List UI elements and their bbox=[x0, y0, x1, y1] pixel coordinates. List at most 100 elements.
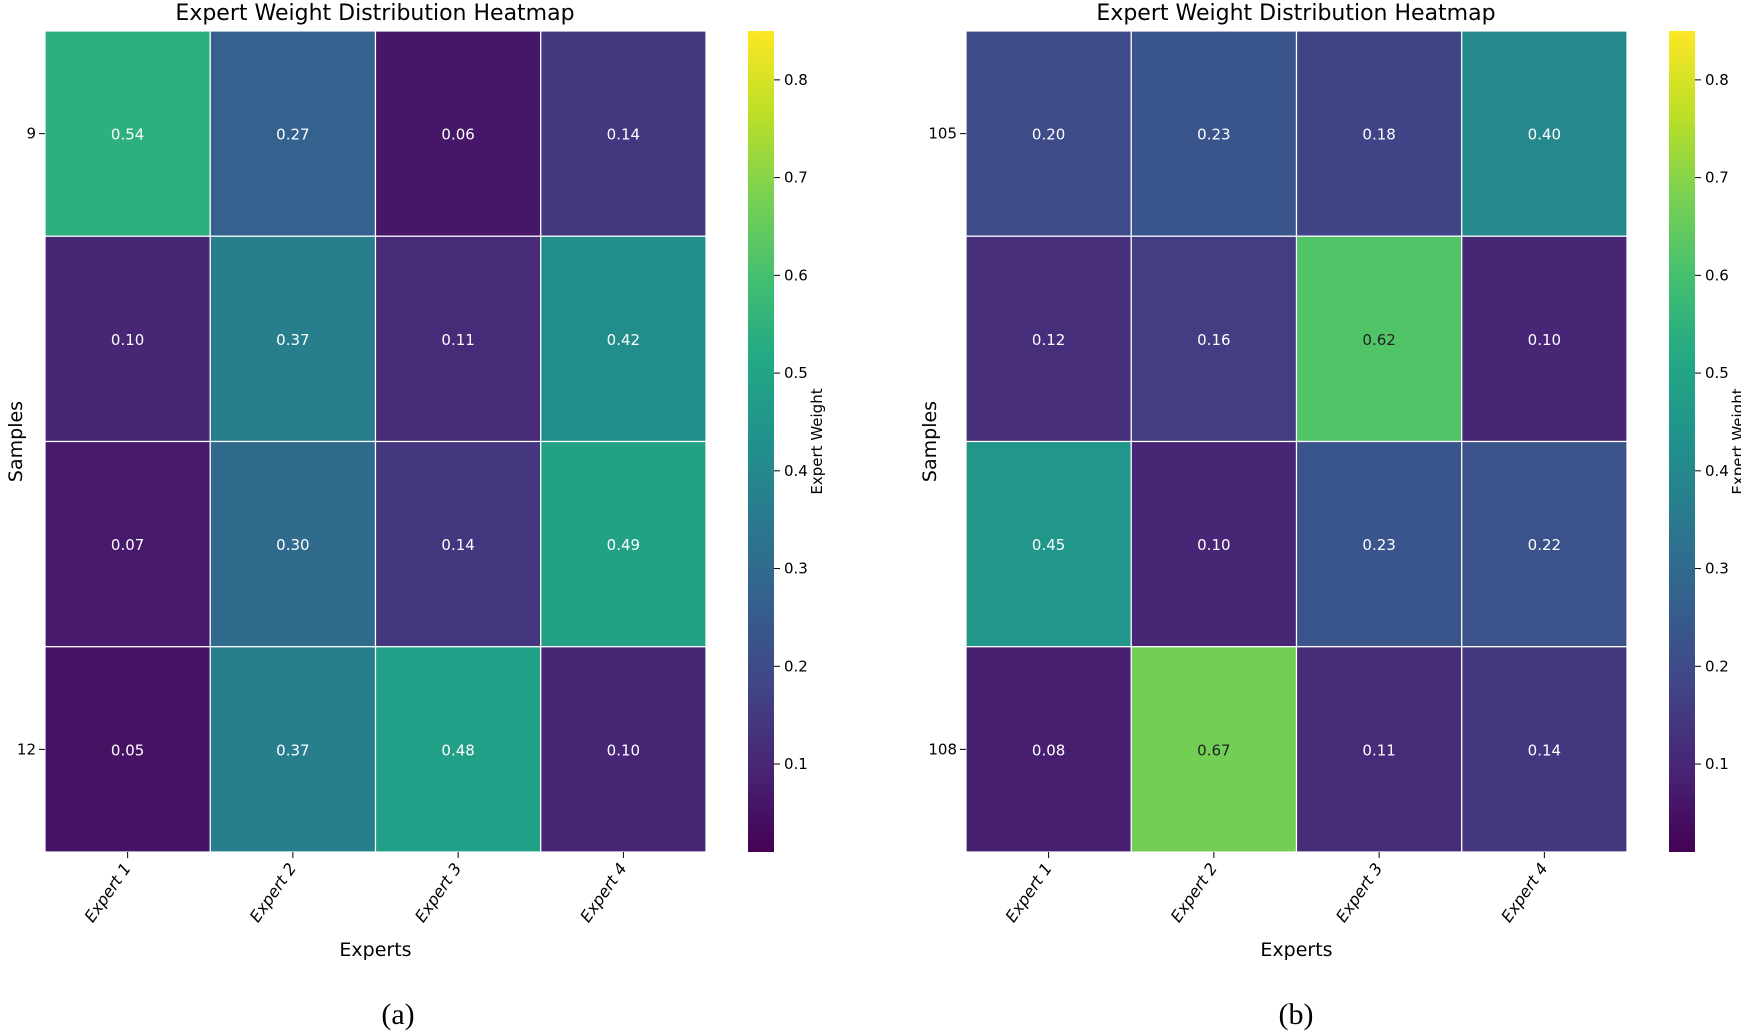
x-tick-label: Expert 2 bbox=[246, 859, 300, 925]
cell-value-label: 0.14 bbox=[607, 126, 640, 144]
heatmap-cell bbox=[1461, 30, 1628, 237]
cell-value-label: 0.10 bbox=[1528, 331, 1561, 349]
colorbar-tick-label: 0.3 bbox=[784, 560, 808, 578]
cell-value-label: 0.49 bbox=[607, 536, 640, 554]
colorbar bbox=[748, 31, 774, 852]
cell-value-label: 0.14 bbox=[1528, 741, 1561, 759]
cell-value-label: 0.08 bbox=[1032, 741, 1065, 759]
heatmap-cell bbox=[965, 235, 1132, 443]
x-axis-label: Experts bbox=[1260, 939, 1332, 961]
colorbar-label: Expert Weight bbox=[808, 388, 826, 494]
x-tick-label: Expert 3 bbox=[1332, 859, 1386, 925]
colorbar-tick-label: 0.4 bbox=[784, 462, 808, 480]
colorbar-tick-label: 0.2 bbox=[784, 657, 808, 675]
colorbar-tick-label: 0.6 bbox=[1705, 266, 1729, 284]
heatmap-cell bbox=[1295, 30, 1463, 237]
heatmap-cell bbox=[1461, 440, 1628, 648]
x-axis-label: Experts bbox=[339, 939, 411, 961]
panel-caption: (b) bbox=[1279, 998, 1314, 1031]
cell-value-label: 0.10 bbox=[111, 331, 144, 349]
heatmap-cell bbox=[1130, 646, 1298, 853]
y-axis-label: Samples bbox=[5, 401, 27, 482]
colorbar-tick-label: 0.8 bbox=[784, 71, 808, 89]
cell-value-label: 0.16 bbox=[1197, 331, 1230, 349]
heatmap-cell bbox=[1295, 646, 1463, 853]
colorbar-tick-label: 0.1 bbox=[1705, 755, 1729, 773]
y-tick-label: 12 bbox=[17, 740, 36, 758]
colorbar bbox=[1669, 31, 1695, 852]
cell-value-label: 0.10 bbox=[607, 741, 640, 759]
panel-caption: (a) bbox=[381, 998, 414, 1031]
heatmap-cell bbox=[1295, 235, 1463, 443]
colorbar-tick-label: 0.4 bbox=[1705, 462, 1729, 480]
heatmap-cell bbox=[1461, 646, 1628, 853]
colorbar-tick-label: 0.6 bbox=[784, 266, 808, 284]
colorbar-tick-label: 0.7 bbox=[784, 169, 808, 187]
y-tick-label: 108 bbox=[928, 740, 957, 758]
heatmap-panel-b: Expert Weight Distribution Heatmap 0.20 0.… bbox=[919, 1, 1741, 1031]
colorbar-tick-label: 0.1 bbox=[784, 755, 808, 773]
cell-value-label: 0.23 bbox=[1197, 126, 1230, 144]
cell-value-label: 0.48 bbox=[441, 741, 474, 759]
x-tick-label: Expert 4 bbox=[1497, 859, 1551, 925]
cell-value-label: 0.14 bbox=[441, 536, 474, 554]
colorbar-tick-label: 0.2 bbox=[1705, 657, 1729, 675]
cell-value-label: 0.07 bbox=[111, 536, 144, 554]
cell-value-label: 0.11 bbox=[1362, 741, 1395, 759]
heatmap-cell bbox=[1295, 440, 1463, 648]
heatmap-cell bbox=[965, 440, 1132, 648]
colorbar-tick-label: 0.5 bbox=[1705, 364, 1729, 382]
cell-value-label: 0.27 bbox=[276, 126, 309, 144]
cell-value-label: 0.37 bbox=[276, 331, 309, 349]
cell-value-label: 0.18 bbox=[1362, 126, 1395, 144]
heatmap-cell bbox=[1461, 235, 1628, 443]
heatmap-cell bbox=[44, 235, 211, 443]
heatmap-cell bbox=[209, 440, 377, 648]
heatmap-cell bbox=[374, 30, 542, 237]
cell-value-label: 0.42 bbox=[607, 331, 640, 349]
chart-title: Expert Weight Distribution Heatmap bbox=[1096, 1, 1495, 26]
cell-value-label: 0.67 bbox=[1197, 741, 1230, 759]
cell-value-label: 0.05 bbox=[111, 741, 144, 759]
y-axis-label: Samples bbox=[919, 401, 941, 482]
cell-value-label: 0.62 bbox=[1362, 331, 1395, 349]
x-tick-label: Expert 3 bbox=[411, 859, 465, 925]
colorbar-tick-label: 0.5 bbox=[784, 364, 808, 382]
heatmap-cell bbox=[44, 30, 211, 237]
cell-value-label: 0.30 bbox=[276, 536, 309, 554]
heatmap-cell bbox=[374, 646, 542, 853]
colorbar-tick-label: 0.8 bbox=[1705, 71, 1729, 89]
cell-value-label: 0.37 bbox=[276, 741, 309, 759]
heatmap-cell bbox=[540, 440, 707, 648]
cell-value-label: 0.06 bbox=[441, 126, 474, 144]
x-tick-label: Expert 1 bbox=[81, 859, 135, 925]
heatmap-cell bbox=[540, 30, 707, 237]
colorbar-tick-label: 0.3 bbox=[1705, 560, 1729, 578]
chart-title: Expert Weight Distribution Heatmap bbox=[175, 1, 574, 26]
heatmap-cell bbox=[1130, 440, 1298, 648]
heatmap-cell bbox=[1130, 30, 1298, 237]
heatmap-cell bbox=[374, 235, 542, 443]
cell-value-label: 0.22 bbox=[1528, 536, 1561, 554]
x-tick-label: Expert 1 bbox=[1002, 859, 1056, 925]
heatmap-cell bbox=[1130, 235, 1298, 443]
heatmap-cell bbox=[965, 30, 1132, 237]
cell-value-label: 0.10 bbox=[1197, 536, 1230, 554]
cell-value-label: 0.11 bbox=[441, 331, 474, 349]
x-tick-label: Expert 2 bbox=[1167, 859, 1221, 925]
heatmap-cell bbox=[209, 30, 377, 237]
heatmap-panel-a: Expert Weight Distribution Heatmap 0.54 0.… bbox=[5, 1, 826, 1031]
cell-value-label: 0.12 bbox=[1032, 331, 1065, 349]
heatmap-cell bbox=[44, 646, 211, 853]
colorbar-tick-label: 0.7 bbox=[1705, 169, 1729, 187]
y-tick-label: 105 bbox=[928, 125, 957, 143]
cell-value-label: 0.40 bbox=[1528, 126, 1561, 144]
heatmap-cell bbox=[209, 235, 377, 443]
cell-value-label: 0.45 bbox=[1032, 536, 1065, 554]
cell-value-label: 0.54 bbox=[111, 126, 144, 144]
x-tick-label: Expert 4 bbox=[576, 859, 630, 925]
y-tick-label: 9 bbox=[26, 125, 36, 143]
cell-value-label: 0.20 bbox=[1032, 126, 1065, 144]
